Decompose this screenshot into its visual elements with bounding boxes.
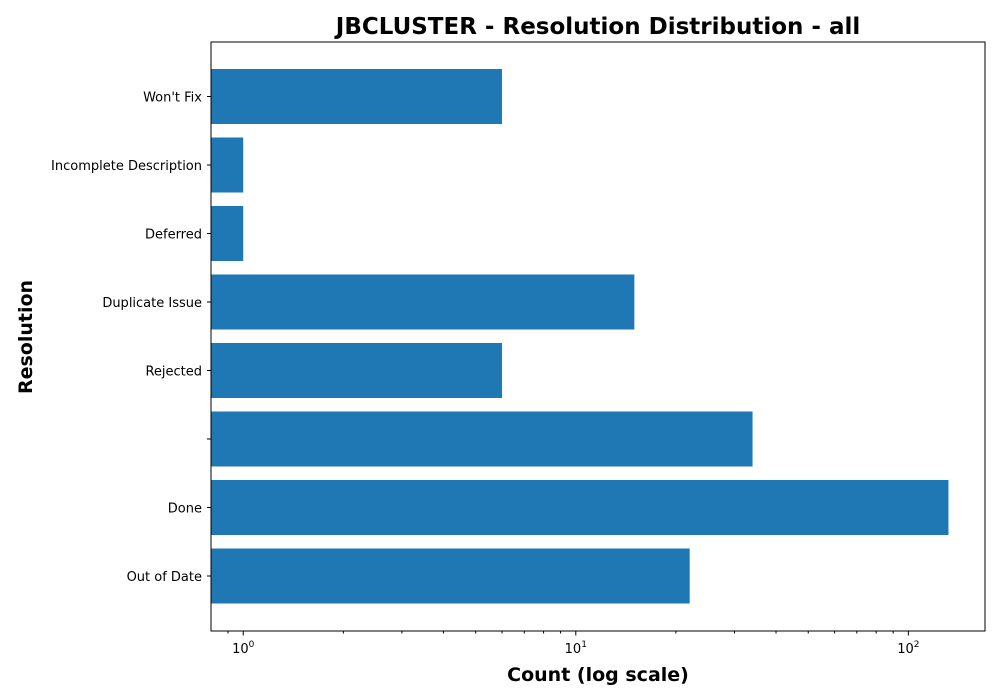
- plot-frame: [210, 41, 986, 632]
- bar: [211, 548, 690, 604]
- x-tick-label: 101: [565, 640, 587, 657]
- y-tick-label: Won't Fix: [143, 91, 202, 106]
- y-tick-label: Duplicate Issue: [102, 296, 202, 311]
- x-ticks: 100 101 102: [227, 631, 920, 657]
- y-tick-label: Incomplete Description: [51, 159, 202, 174]
- x-axis-label: Count (log scale): [507, 664, 689, 686]
- bar: [211, 206, 244, 261]
- x-tick-label: 102: [897, 640, 919, 657]
- y-ticks: Won't Fix Incomplete Description Deferred D…: [51, 91, 211, 585]
- bar: [211, 343, 503, 398]
- bar: [211, 480, 949, 535]
- y-axis-label: Resolution: [15, 280, 37, 394]
- bars-layer: [211, 69, 949, 604]
- y-tick-label: Deferred: [145, 228, 202, 243]
- bar: [211, 411, 753, 467]
- y-tick-label: Rejected: [145, 365, 202, 380]
- chart-title: JBCLUSTER - Resolution Distribution - al…: [334, 14, 860, 40]
- bar: [211, 274, 635, 330]
- y-tick-label: Out of Date: [127, 570, 202, 585]
- bar: [211, 69, 503, 124]
- y-tick-label: Done: [168, 502, 202, 517]
- bar: [211, 137, 244, 193]
- x-tick-label: 100: [232, 640, 255, 657]
